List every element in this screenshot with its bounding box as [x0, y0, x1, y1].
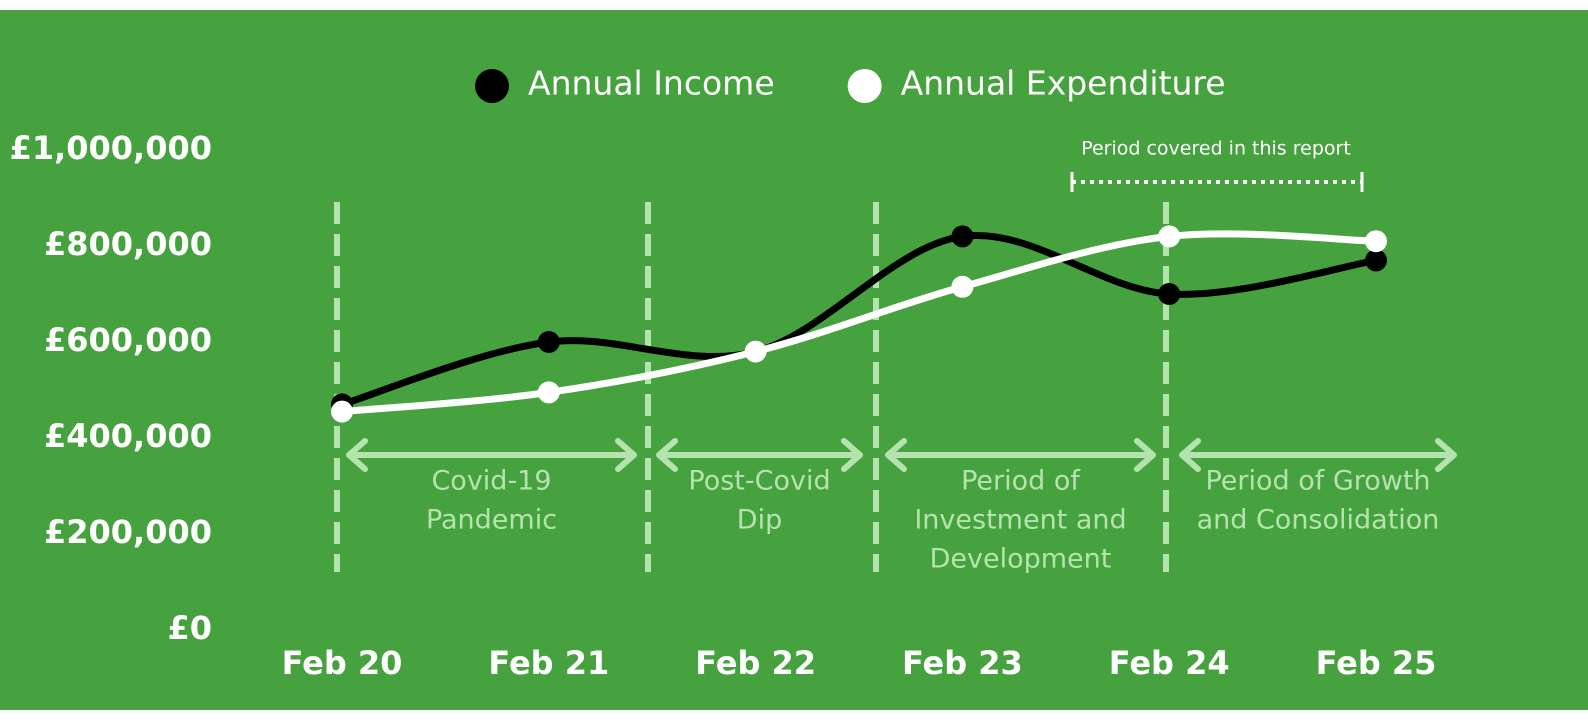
x-tick-label: Feb 24	[1109, 644, 1230, 682]
period-label: Post-Covid	[688, 466, 830, 497]
x-tick-label: Feb 21	[488, 644, 609, 682]
data-point	[537, 331, 560, 353]
arrow-head	[656, 438, 863, 472]
legend-label: Annual Expenditure	[901, 64, 1226, 103]
y-tick-label: £400,000	[44, 417, 212, 455]
data-point	[951, 225, 974, 248]
legend-marker	[847, 69, 882, 103]
arrow-head	[346, 438, 637, 472]
period-label: Period of Growth	[1205, 466, 1430, 497]
period-label: Investment and	[914, 505, 1126, 536]
period-label: Pandemic	[426, 505, 557, 536]
data-point	[744, 340, 767, 363]
legend-marker	[475, 69, 509, 103]
series-line	[338, 231, 1380, 408]
report-annotation: Period covered in this report	[1081, 138, 1351, 160]
data-point	[951, 275, 974, 298]
period-label: and Consolidation	[1197, 505, 1440, 536]
x-tick-label: Feb 22	[695, 644, 816, 682]
legend-label: Annual Income	[528, 64, 775, 103]
data-point	[331, 400, 353, 423]
period-label: Dip	[737, 505, 782, 536]
data-point	[1158, 225, 1181, 248]
y-tick-label: £200,000	[44, 513, 212, 551]
data-point	[537, 381, 560, 404]
y-tick-label: £600,000	[44, 321, 212, 359]
data-point	[1158, 283, 1181, 305]
period-label: Period of	[961, 466, 1081, 497]
period-label: Covid-19	[431, 466, 551, 497]
period-label: Development	[930, 544, 1112, 575]
data-point	[1365, 230, 1387, 253]
y-tick-label: £0	[167, 609, 212, 647]
y-tick-label: £1,000,000	[10, 129, 212, 167]
arrow-head	[885, 438, 1156, 472]
y-tick-label: £800,000	[44, 225, 212, 263]
x-tick-label: Feb 23	[902, 644, 1023, 682]
data-point	[1365, 249, 1387, 272]
x-tick-label: Feb 20	[282, 644, 403, 682]
x-tick-label: Feb 25	[1316, 644, 1437, 682]
arrow-head	[1179, 438, 1457, 472]
background	[0, 10, 1588, 710]
series-line	[338, 230, 1380, 416]
